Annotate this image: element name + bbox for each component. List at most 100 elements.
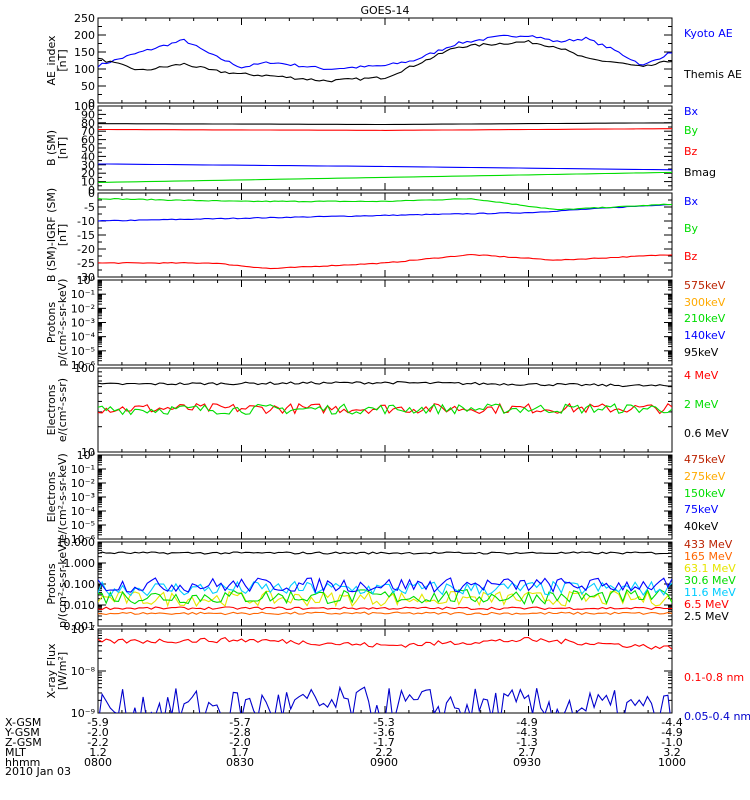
y-tick-label: 10⁻¹ bbox=[71, 463, 95, 476]
orbit-value: 2.7 bbox=[518, 746, 536, 759]
y-tick-label: -10 bbox=[77, 215, 95, 228]
orbit-value: -4.9 bbox=[516, 716, 537, 729]
series-line-0-05-0-4-nm bbox=[99, 685, 671, 713]
legend-entry: 0.05-0.4 nm bbox=[684, 710, 750, 723]
y-tick-label: -15 bbox=[77, 229, 95, 242]
panel-frame bbox=[97, 454, 673, 540]
legend-entry: 2.5 MeV bbox=[684, 610, 729, 623]
orbit-row-label: Y-GSM bbox=[4, 726, 40, 739]
series-line-bmag bbox=[98, 122, 672, 126]
series-line-2-mev bbox=[98, 403, 672, 416]
y-tick-label: 10⁻⁴ bbox=[71, 505, 96, 518]
legend-entry: Kyoto AE bbox=[684, 27, 733, 40]
panel-b_igrf: -30-25-20-15-10-50 B (SM)-IGRF (SM)[nT] Bx… bbox=[45, 187, 699, 284]
plot-title: GOES-14 bbox=[360, 4, 409, 17]
panel-frame bbox=[97, 367, 673, 453]
orbit-value: -2.0 bbox=[229, 736, 250, 749]
series-group bbox=[98, 381, 672, 416]
y-tick-label: 10⁻⁵ bbox=[71, 519, 95, 532]
legend-entry: 575keV bbox=[684, 279, 726, 292]
series-group bbox=[98, 551, 672, 616]
legend-entry: 150keV bbox=[684, 487, 726, 500]
y-tick-label: 10.000 bbox=[57, 536, 96, 549]
series-line-unlabeled bbox=[98, 577, 672, 594]
orbit-value: 1.2 bbox=[89, 746, 107, 759]
legend-entry: By bbox=[684, 124, 699, 137]
legend-entry: Bmag bbox=[684, 166, 716, 179]
series-group bbox=[98, 122, 672, 183]
orbit-value: -1.0 bbox=[661, 736, 682, 749]
series-line-6-5-mev bbox=[98, 606, 672, 611]
y-tick-label: 10 bbox=[81, 446, 95, 459]
series-line-bz bbox=[98, 253, 672, 270]
y-tick-label: -20 bbox=[77, 243, 95, 256]
y-tick-label: -5 bbox=[84, 201, 95, 214]
orbit-value: 0930 bbox=[513, 756, 541, 769]
y-tick-label: 0 bbox=[88, 97, 95, 110]
orbit-row-label: X-GSM bbox=[5, 716, 41, 729]
y-axis-label: [nT] bbox=[56, 224, 69, 246]
orbit-value: -4.4 bbox=[661, 716, 682, 729]
y-tick-label: 90 bbox=[81, 108, 95, 121]
legend-entry: 63.1 MeV bbox=[684, 562, 736, 575]
y-tick-label: 0.010 bbox=[64, 599, 96, 612]
series-group bbox=[98, 636, 672, 713]
panel-protons_2: 0.001 0.010 0.100 1.000 10.000 Protonsp/(cm²-… bbox=[45, 536, 736, 633]
panel-ae: 0 50 100 150 200 250 AE_index[nT] Kyoto AE Themi… bbox=[45, 12, 742, 110]
y-axis-label: X-ray Flux bbox=[45, 643, 58, 699]
y-axis-label: [W/m²] bbox=[56, 652, 69, 690]
y-tick-label: 10⁻⁷ bbox=[71, 623, 95, 636]
y-tick-label: 50 bbox=[81, 80, 95, 93]
series-line-bx bbox=[98, 163, 672, 171]
legend-entry: Bz bbox=[684, 250, 698, 263]
y-tick-label: 10⁻⁵ bbox=[71, 345, 95, 358]
y-tick-label: -30 bbox=[77, 271, 95, 284]
orbit-value: -5.7 bbox=[229, 716, 250, 729]
legend-entry: 165 MeV bbox=[684, 550, 733, 563]
y-axis-label: Electrons bbox=[45, 384, 58, 435]
orbit-value: -4.3 bbox=[516, 726, 537, 739]
series-line-bz bbox=[98, 128, 672, 131]
y-axis-label: Protons bbox=[45, 563, 58, 604]
legend-entry: 300keV bbox=[684, 296, 726, 309]
legend-entry: 30.6 MeV bbox=[684, 574, 736, 587]
series-line-2-5-mev bbox=[98, 551, 672, 555]
legend-entry: Bx bbox=[684, 105, 699, 118]
y-tick-label: 250 bbox=[74, 12, 95, 25]
y-tick-label: 80 bbox=[81, 117, 95, 130]
legend-entry: 210keV bbox=[684, 312, 726, 325]
y-axis-label: B (SM)-IGRF (SM) bbox=[45, 188, 58, 282]
legend-entry: Bz bbox=[684, 145, 698, 158]
series-line-63-1-mev bbox=[98, 590, 672, 608]
y-tick-label: 10⁻⁴ bbox=[71, 331, 96, 344]
y-tick-label: 30 bbox=[81, 159, 95, 172]
y-tick-label: 10⁻⁶ bbox=[71, 533, 96, 546]
orbit-value: 1000 bbox=[658, 756, 686, 769]
y-axis-label: AE_index bbox=[45, 35, 58, 86]
series-group bbox=[98, 197, 672, 270]
y-tick-label: 10⁰ bbox=[77, 274, 96, 287]
series-group bbox=[98, 34, 672, 83]
panel-frame bbox=[97, 17, 673, 104]
y-tick-label: -25 bbox=[77, 257, 95, 270]
orbit-value: 0830 bbox=[226, 756, 254, 769]
orbit-value: -2.8 bbox=[229, 726, 250, 739]
y-tick-label: 100 bbox=[74, 63, 95, 76]
y-axis-label: Protons bbox=[45, 302, 58, 343]
y-tick-label: 150 bbox=[74, 46, 95, 59]
legend-entry: 433 MeV bbox=[684, 538, 733, 551]
y-axis-label: [nT] bbox=[56, 49, 69, 71]
y-tick-label: 200 bbox=[74, 29, 95, 42]
legend-entry: 275keV bbox=[684, 470, 726, 483]
orbit-value: -2.2 bbox=[87, 736, 108, 749]
series-line-0-1-0-8-nm bbox=[98, 636, 672, 650]
orbit-value: -5.3 bbox=[373, 716, 394, 729]
y-tick-label: 10⁻⁶ bbox=[71, 359, 96, 372]
orbit-row-label: hhmm bbox=[5, 756, 40, 769]
y-axis-label: B (SM) bbox=[45, 130, 58, 166]
y-tick-label: 10⁻⁹ bbox=[71, 707, 95, 720]
